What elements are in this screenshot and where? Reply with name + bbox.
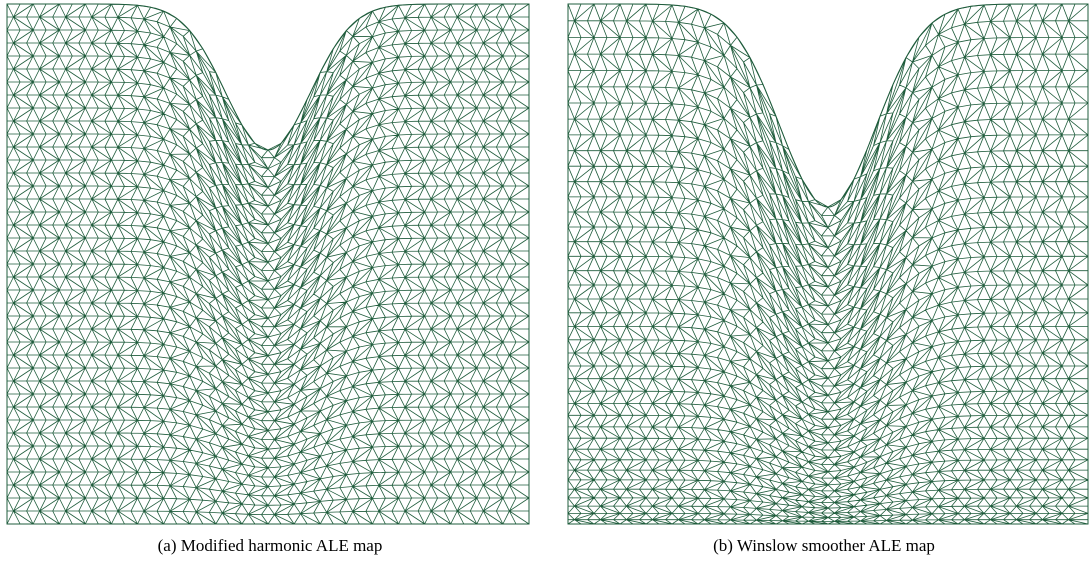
mesh-boundary bbox=[6, 3, 530, 525]
mesh-edges bbox=[6, 3, 530, 525]
panel-harmonic: (a) Modified harmonic ALE map bbox=[0, 0, 540, 581]
mesh-winslow-ale bbox=[567, 3, 1089, 525]
panel-winslow: (b) Winslow smoother ALE map bbox=[556, 0, 1092, 581]
caption-winslow: (b) Winslow smoother ALE map bbox=[713, 536, 935, 555]
caption-harmonic: (a) Modified harmonic ALE map bbox=[157, 536, 383, 555]
mesh-harmonic-ale bbox=[6, 3, 530, 525]
mesh-edges bbox=[567, 3, 1089, 525]
mesh-boundary bbox=[567, 3, 1089, 525]
